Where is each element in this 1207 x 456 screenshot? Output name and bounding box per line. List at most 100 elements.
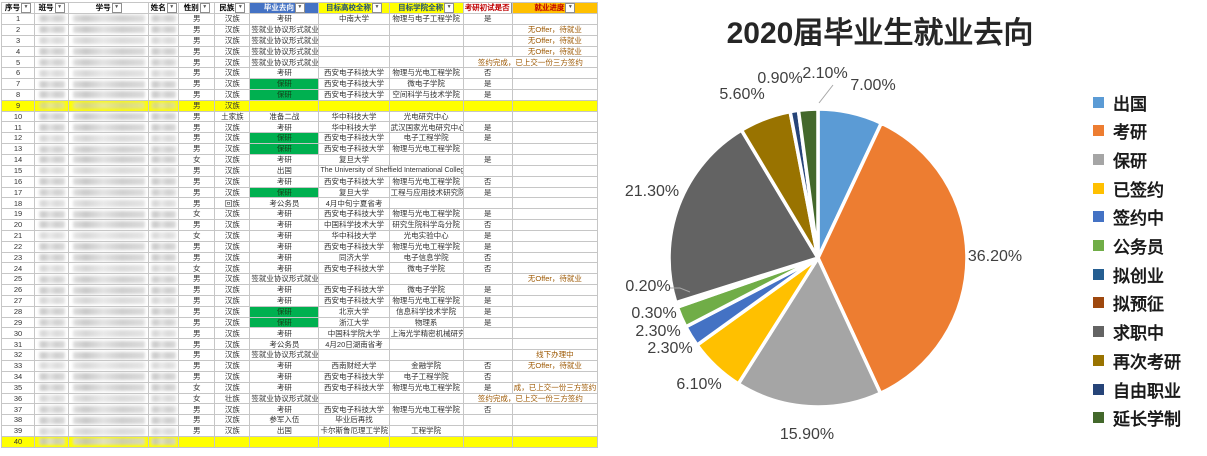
cell[interactable] [511,262,599,275]
cell[interactable]: 微电子学院 [388,78,464,90]
cell[interactable] [68,13,150,25]
cell[interactable]: 40 [0,435,36,448]
cell[interactable]: 考研 [249,381,320,394]
cell[interactable]: 研究生院科学岛分院 [388,219,464,231]
cell[interactable] [68,349,150,362]
cell[interactable] [34,338,70,351]
cell[interactable]: 西安电子科技大学 [318,403,390,416]
cell[interactable] [34,284,70,296]
filter-icon[interactable]: ▼ [565,3,576,13]
cell[interactable] [34,56,70,69]
cell[interactable]: 无Offer，待就业 [511,23,599,36]
cell[interactable]: 浙江大学 [318,316,390,329]
cell[interactable] [34,175,70,188]
cell[interactable] [68,392,150,405]
cell[interactable] [68,240,150,253]
cell[interactable]: 男 [178,197,216,210]
cell[interactable] [388,338,464,351]
filter-icon[interactable]: ▼ [444,3,455,13]
cell[interactable]: 女 [178,153,216,166]
cell[interactable] [148,316,180,329]
cell[interactable]: 复旦大学 [318,153,390,166]
cell[interactable] [148,294,180,307]
cell[interactable]: 是 [462,186,513,199]
cell[interactable] [511,229,599,242]
cell[interactable]: 保研 [249,305,320,318]
cell[interactable]: 是 [462,153,513,166]
cell[interactable] [148,360,180,372]
cell[interactable]: 光电研究中心 [388,110,464,123]
cell[interactable] [511,143,599,155]
cell[interactable] [34,414,70,427]
cell[interactable]: 男 [178,284,216,296]
cell[interactable] [388,153,464,166]
cell[interactable]: 成，已上交一份三方签约 [511,381,599,394]
cell[interactable]: 男 [178,316,216,329]
cell[interactable]: 签就业协议形式就业 [249,23,320,36]
cell[interactable] [462,327,513,340]
cell[interactable] [68,99,150,112]
cell[interactable]: 22 [0,240,36,253]
cell[interactable]: 是 [462,208,513,221]
cell[interactable] [388,349,464,362]
cell[interactable] [462,45,513,58]
cell[interactable] [34,208,70,221]
cell[interactable]: 中南大学 [318,13,390,25]
cell[interactable]: 17 [0,186,36,199]
cell[interactable] [511,425,599,437]
cell[interactable] [34,153,70,166]
cell[interactable] [34,360,70,372]
cell[interactable]: 同济大学 [318,251,390,264]
cell[interactable]: 签约完成，已上交一份三方签约 [462,392,599,405]
cell[interactable] [511,88,599,101]
cell[interactable] [511,403,599,416]
cell[interactable]: 考研 [249,284,320,296]
cell[interactable]: 汉族 [214,45,251,58]
cell[interactable] [34,121,70,134]
cell[interactable] [318,45,390,58]
cell[interactable] [511,13,599,25]
cell[interactable]: 否 [462,403,513,416]
cell[interactable] [148,34,180,47]
cell[interactable]: 无Offer，待就业 [511,360,599,372]
cell[interactable]: 出国 [249,425,320,437]
cell[interactable] [148,414,180,427]
cell[interactable]: 物理与电子工程学院 [388,13,464,25]
cell[interactable] [68,208,150,221]
cell[interactable] [68,305,150,318]
cell[interactable] [34,435,70,448]
cell[interactable] [68,284,150,296]
cell[interactable]: 是 [462,381,513,394]
cell[interactable]: 8 [0,88,36,101]
cell[interactable] [318,99,390,112]
cell[interactable] [511,110,599,123]
cell[interactable] [511,164,599,177]
cell[interactable]: 否 [462,360,513,372]
cell[interactable] [148,175,180,188]
cell[interactable] [511,132,599,145]
cell[interactable]: 男 [178,186,216,199]
cell[interactable] [148,99,180,112]
cell[interactable] [318,56,390,69]
cell[interactable] [462,23,513,36]
cell[interactable] [462,34,513,47]
cell[interactable] [148,153,180,166]
cell[interactable] [68,132,150,145]
cell[interactable]: 29 [0,316,36,329]
cell[interactable]: 男 [178,110,216,123]
cell[interactable]: 男 [178,294,216,307]
cell[interactable] [34,327,70,340]
cell[interactable] [318,349,390,362]
cell[interactable] [34,143,70,155]
cell[interactable]: 西安电子科技大学 [318,381,390,394]
cell[interactable] [462,425,513,437]
cell[interactable]: 是 [462,294,513,307]
cell[interactable]: 是 [462,121,513,134]
cell[interactable]: 男 [178,414,216,427]
cell[interactable] [511,435,599,448]
cell[interactable]: 考研 [249,175,320,188]
cell[interactable]: 无Offer，待就业 [511,34,599,47]
cell[interactable]: 武汉国家光电研究中心 [388,121,464,134]
cell[interactable] [148,56,180,69]
cell[interactable] [68,327,150,340]
